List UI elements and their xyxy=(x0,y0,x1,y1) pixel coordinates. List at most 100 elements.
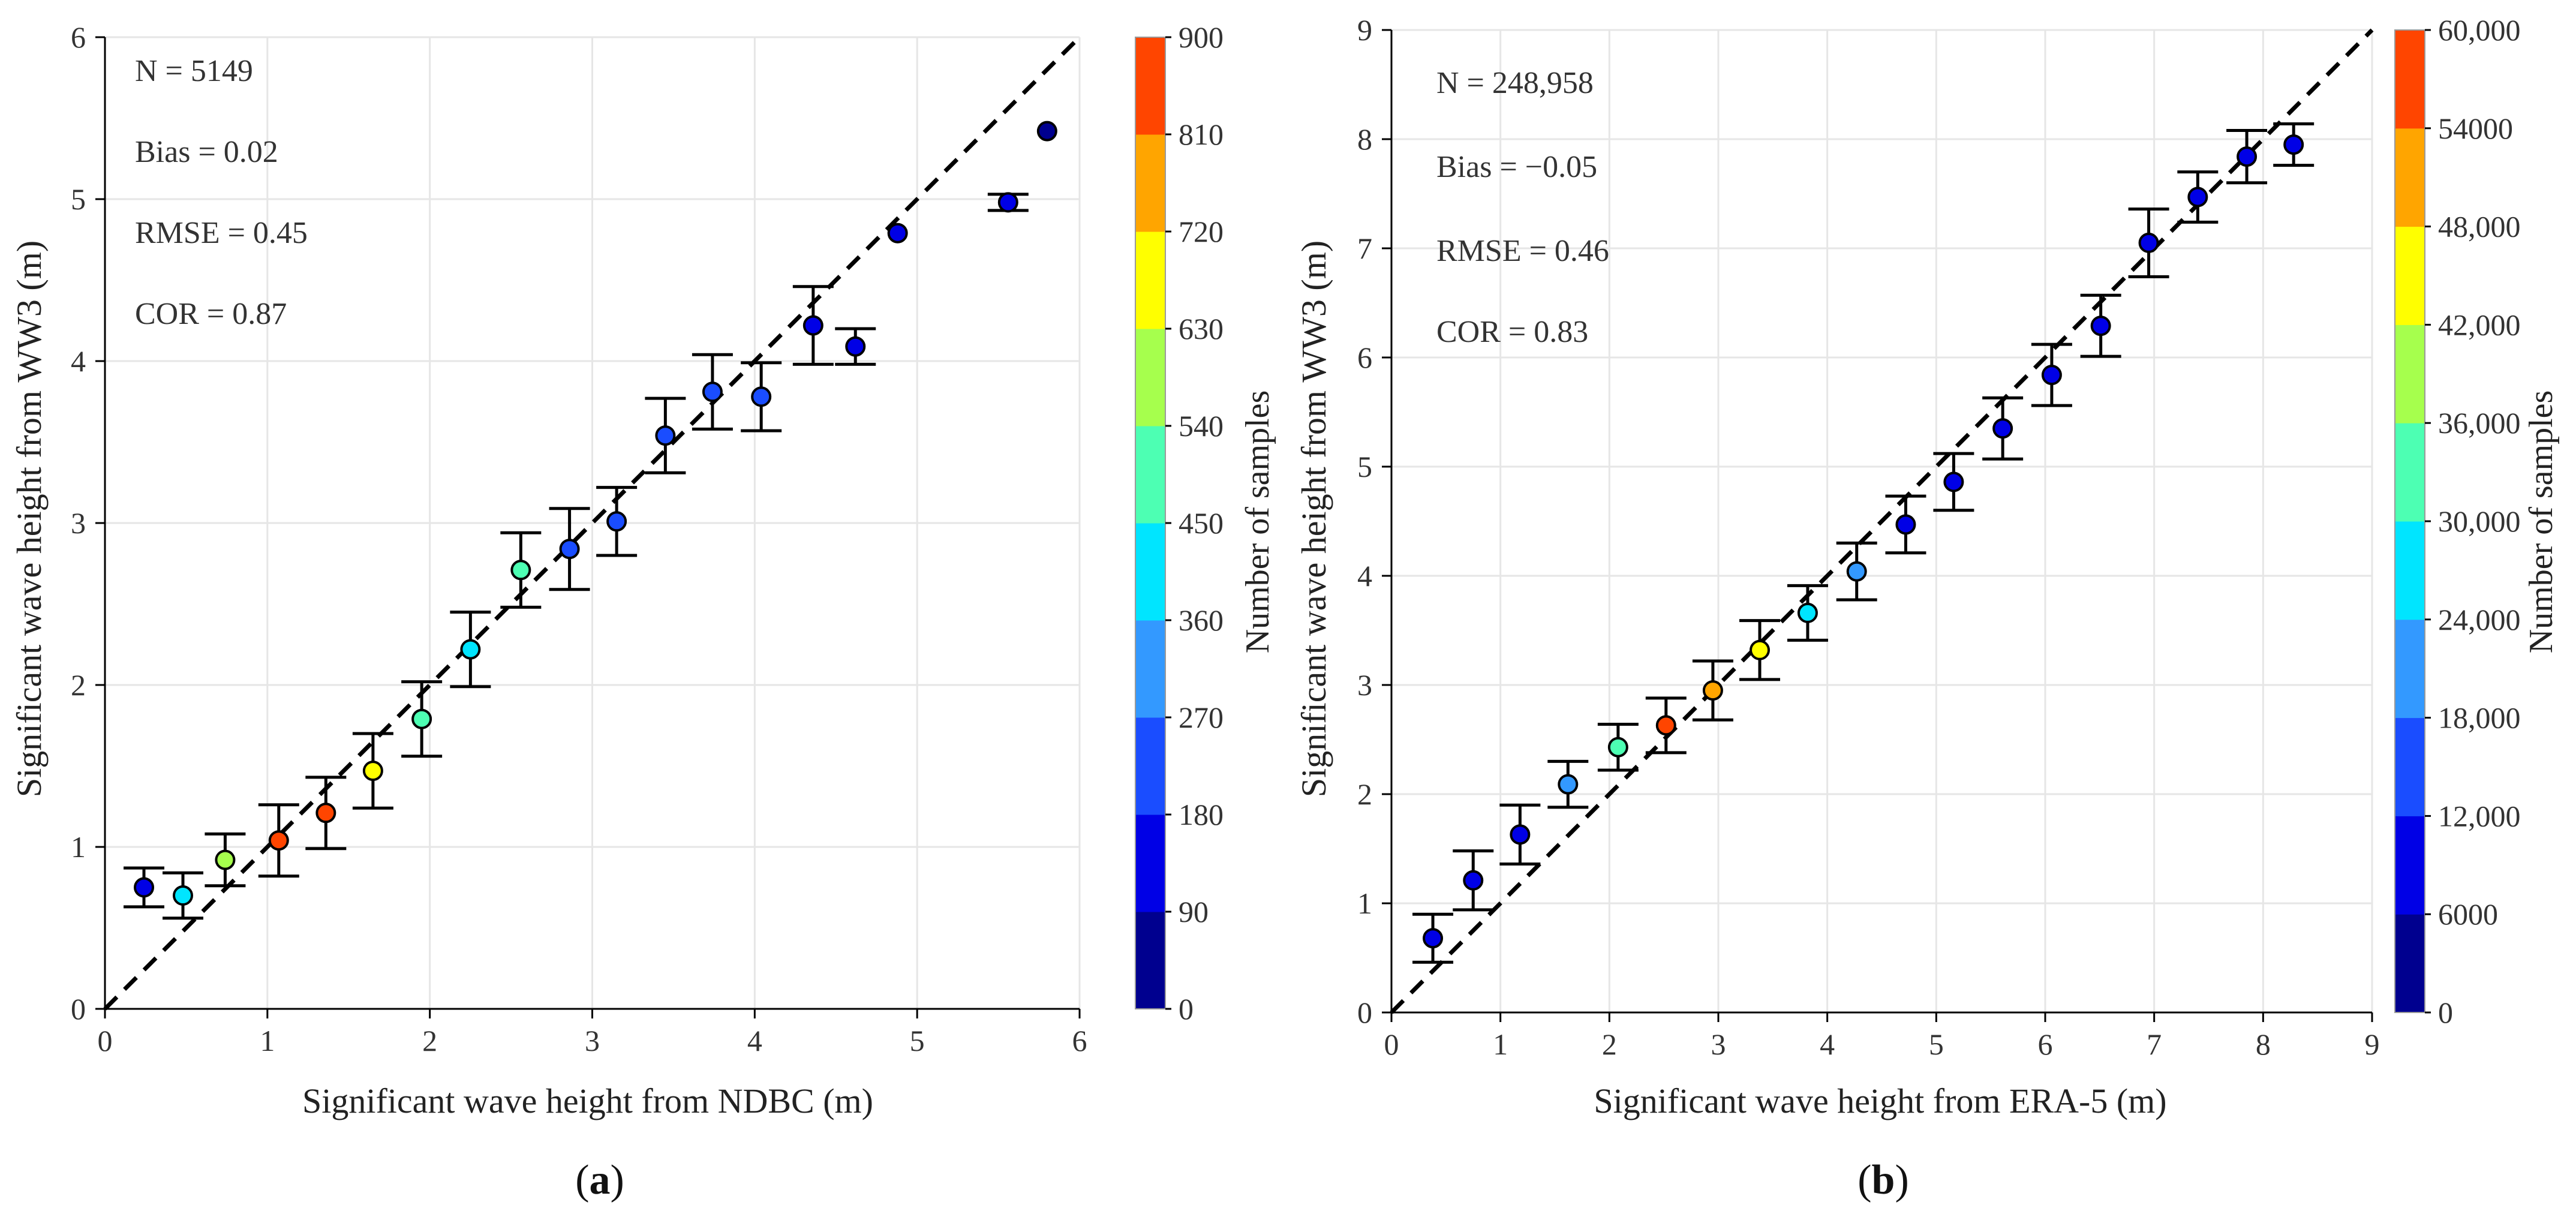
a-colorbar-tick-label: 90 xyxy=(1179,895,1209,928)
b-x-tick-label: 7 xyxy=(2147,1027,2162,1061)
b-data-point xyxy=(1607,737,1628,758)
a-data-point xyxy=(134,877,154,898)
a-data-point xyxy=(751,386,772,407)
b-colorbar-tick-label: 0 xyxy=(2438,996,2453,1029)
a-data-point xyxy=(559,539,580,560)
b-points xyxy=(1423,134,2304,949)
a-colorbar-tick-label: 450 xyxy=(1179,506,1224,540)
a-data-point xyxy=(362,761,383,782)
a-data-point xyxy=(802,315,823,336)
b-stat-cor: COR = 0.83 xyxy=(1436,315,1588,349)
b-y-tick-label: 2 xyxy=(1357,777,1372,811)
b-colorbar-segment xyxy=(2395,423,2425,522)
b-colorbar-segment xyxy=(2395,226,2425,325)
b-panel-label: (b) xyxy=(1857,1157,1909,1203)
a-y-axis-title: Significant wave height from WW3 (m) xyxy=(10,241,49,797)
a-colorbar-segment xyxy=(1135,815,1165,912)
b-x-axis-title: Significant wave height from ERA-5 (m) xyxy=(1594,1081,2166,1120)
b-y-tick-label: 7 xyxy=(1357,232,1372,265)
b-x-tick-label: 0 xyxy=(1384,1027,1399,1061)
b-x-tick-label: 1 xyxy=(1493,1027,1508,1061)
b-data-point xyxy=(1895,514,1916,535)
b-data-point xyxy=(1797,602,1818,623)
b-data-point xyxy=(1510,824,1531,845)
a-axes xyxy=(95,36,1081,1018)
panel-a: 0 1 2 3 4 5 6 0 1 2 3 4 5 6 N = 5149 Bias = 0.02 RMSE… xyxy=(10,20,1276,1203)
a-x-tick-label: 2 xyxy=(422,1024,437,1057)
b-colorbar-tick-label: 24,000 xyxy=(2438,603,2521,636)
a-data-point xyxy=(411,708,432,729)
b-colorbar-tick-label: 42,000 xyxy=(2438,308,2521,341)
a-data-point xyxy=(1036,121,1057,142)
b-tick-labels: 0 1 2 3 4 5 6 7 8 9 0 1 2 3 4 5 6 7 8 9 xyxy=(1357,13,2380,1061)
b-x-tick-label: 2 xyxy=(1602,1027,1617,1061)
b-y-tick-label: 1 xyxy=(1357,887,1372,920)
b-colorbar-tick-label: 60,000 xyxy=(2438,13,2521,47)
b-data-point xyxy=(2237,146,2258,167)
panel-b: 0 1 2 3 4 5 6 7 8 9 0 1 2 3 4 5 6 7 8 9 N = 248,958 Bias = … xyxy=(1294,13,2560,1203)
b-x-tick-label: 5 xyxy=(1929,1027,1944,1061)
a-colorbar-segment xyxy=(1135,134,1165,232)
a-colorbar-segment xyxy=(1135,523,1165,621)
b-data-point xyxy=(1702,680,1723,701)
b-colorbar xyxy=(2394,29,2431,1014)
b-one-to-one-line xyxy=(1390,28,2374,1014)
b-data-point xyxy=(1846,561,1867,582)
a-x-tick-label: 5 xyxy=(910,1024,925,1057)
a-colorbar-tick-label: 900 xyxy=(1179,20,1224,54)
b-x-tick-label: 6 xyxy=(2038,1027,2053,1061)
b-colorbar-tick-label: 54000 xyxy=(2438,112,2513,145)
a-colorbar-title: Number of samples xyxy=(1239,390,1276,654)
a-x-tick-label: 4 xyxy=(747,1024,762,1057)
b-data-point xyxy=(2090,315,2111,336)
a-points xyxy=(134,121,1057,906)
a-colorbar-segment xyxy=(1135,912,1165,1009)
a-data-point xyxy=(702,381,723,402)
b-colorbar-segment xyxy=(2395,619,2425,719)
b-stat-n: N = 248,958 xyxy=(1436,66,1594,100)
b-y-tick-label: 5 xyxy=(1357,450,1372,483)
a-data-point xyxy=(173,885,193,906)
a-y-tick-label: 3 xyxy=(71,506,86,540)
b-colorbar-segment xyxy=(2395,816,2425,915)
a-x-tick-label: 3 xyxy=(585,1024,600,1057)
b-colorbar-tick-label: 48,000 xyxy=(2438,210,2521,244)
a-data-point xyxy=(215,849,236,870)
b-colorbar-labels: 0 6000 12,000 18,000 24,000 30,000 36,000 42,00… xyxy=(2438,13,2521,1029)
a-stat-n: N = 5149 xyxy=(135,54,253,88)
b-colorbar-tick-label: 6000 xyxy=(2438,897,2498,931)
a-colorbar-segment xyxy=(1135,717,1165,815)
a-colorbar-tick-label: 720 xyxy=(1179,215,1224,248)
b-data-point xyxy=(2283,134,2304,155)
b-data-point xyxy=(2187,187,2208,208)
a-data-point xyxy=(997,192,1018,213)
b-stat-bias: Bias = −0.05 xyxy=(1436,150,1597,184)
a-colorbar-segment xyxy=(1135,37,1165,135)
a-panel-letter: a xyxy=(590,1157,611,1203)
b-x-tick-label: 3 xyxy=(1711,1027,1726,1061)
b-x-tick-label: 9 xyxy=(2365,1027,2380,1061)
b-y-tick-label: 0 xyxy=(1357,996,1372,1029)
b-panel-letter: b xyxy=(1872,1157,1895,1203)
b-colorbar-title: Number of samples xyxy=(2523,390,2560,654)
b-data-point xyxy=(2138,232,2159,253)
a-x-tick-label: 1 xyxy=(260,1024,275,1057)
b-colorbar-tick-label: 12,000 xyxy=(2438,799,2521,833)
b-data-point xyxy=(1423,928,1444,949)
b-y-tick-label: 6 xyxy=(1357,341,1372,374)
b-gridlines xyxy=(1390,29,2373,1014)
a-one-to-one-line xyxy=(103,35,1081,1011)
b-colorbar-tick-label: 30,000 xyxy=(2438,504,2521,538)
a-colorbar-tick-label: 0 xyxy=(1179,992,1194,1026)
a-panel-label: (a) xyxy=(575,1157,624,1203)
a-colorbar-labels: 0 90 180 270 360 450 540 630 720 810 900 xyxy=(1179,20,1224,1026)
b-data-point xyxy=(1655,715,1676,736)
b-data-point xyxy=(1943,471,1964,492)
b-data-point xyxy=(2041,365,2062,386)
a-colorbar-tick-label: 270 xyxy=(1179,701,1224,734)
a-data-point xyxy=(268,830,289,851)
a-y-tick-label: 2 xyxy=(71,668,86,702)
a-stat-rmse: RMSE = 0.45 xyxy=(135,216,308,250)
b-x-tick-label: 4 xyxy=(1820,1027,1835,1061)
